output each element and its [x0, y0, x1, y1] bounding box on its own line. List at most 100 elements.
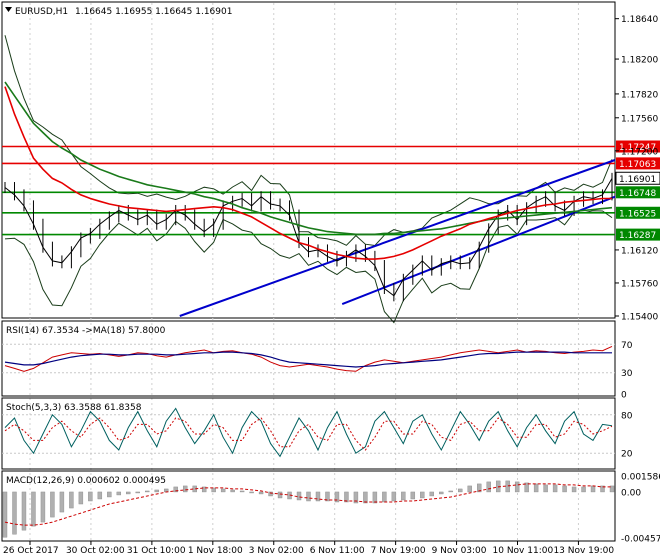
- macd-histogram-bar: [467, 485, 472, 493]
- level-label: 1.16287: [619, 231, 656, 241]
- macd-tick-label: 0.00: [621, 488, 641, 498]
- macd-histogram-bar: [50, 491, 55, 518]
- macd-histogram-bar: [524, 482, 529, 493]
- level-tag: [616, 140, 660, 153]
- rsi-tick-label: 70: [621, 341, 633, 351]
- x-tick-label: 30 Oct 02:00: [66, 546, 125, 556]
- macd-histogram-bar: [439, 491, 444, 495]
- x-tick-label: 6 Nov 11:00: [310, 546, 365, 556]
- stoch-main-line: [4, 407, 613, 458]
- macd-histogram-bar: [97, 491, 103, 500]
- stoch-y-axis: 80 20: [621, 411, 633, 459]
- macd-histogram-bar: [107, 491, 112, 498]
- macd-histogram-bar: [477, 483, 482, 493]
- macd-series: [2, 480, 615, 538]
- rsi-panel: 70 30 0 RSI(14) 67.3534 ->MA(18) 57.8000: [1, 320, 633, 401]
- macd-histogram-bar: [78, 491, 84, 505]
- y-tick-label: 1.15400: [621, 313, 658, 323]
- macd-histogram-bar: [126, 491, 131, 495]
- stoch-series: [2, 407, 615, 458]
- macd-histogram-bar: [353, 491, 359, 504]
- macd-label: MACD(12,26,9) 0.000602 0.000495: [6, 476, 166, 486]
- x-tick-label: 7 Nov 19:00: [371, 546, 426, 556]
- macd-histogram-bar: [249, 491, 254, 494]
- level-label: 1.17247: [619, 143, 656, 153]
- macd-histogram-bar: [201, 486, 207, 493]
- macd-histogram-bar: [230, 489, 235, 493]
- macd-histogram-bar: [12, 491, 17, 535]
- macd-histogram-bar: [609, 485, 615, 493]
- y-tick-label: 1.18640: [621, 15, 658, 25]
- macd-histogram-bar: [410, 491, 416, 500]
- stoch-tick-label: 20: [621, 450, 633, 460]
- macd-histogram-bar: [306, 491, 311, 502]
- macd-histogram-bar: [429, 491, 434, 497]
- macd-histogram-bar: [325, 491, 330, 502]
- macd-histogram-bar: [533, 483, 539, 493]
- x-tick-label: 9 Nov 03:00: [432, 546, 487, 556]
- macd-histogram-bar: [562, 485, 567, 493]
- rsi-label: RSI(14) 67.3534 ->MA(18) 57.8000: [6, 326, 166, 336]
- macd-histogram-bar: [88, 491, 93, 502]
- main-panel: 1.17247 1.17063 1.16748 1.16525 1.16287 1.18…: [1, 1, 660, 540]
- trendline: [341, 195, 616, 306]
- macd-histogram-bar: [514, 481, 520, 493]
- y-tick-label: 1.15760: [621, 279, 658, 289]
- y-tick-label: 1.17820: [621, 90, 658, 100]
- macd-histogram-bar: [552, 484, 558, 493]
- macd-histogram-bar: [382, 491, 387, 503]
- macd-histogram-bar: [268, 491, 273, 497]
- trendline: [179, 159, 616, 317]
- rsi-tick-label: 0: [621, 391, 627, 401]
- x-tick-label: 10 Nov 11:00: [493, 546, 554, 556]
- band-lower: [4, 210, 613, 324]
- stoch-signal-line: [4, 417, 613, 451]
- level-tag: [616, 228, 660, 241]
- current-price-label: 1.16901: [619, 175, 656, 185]
- x-tick-label: 13 Nov 19:00: [553, 546, 614, 556]
- stoch-panel: 80 20 Stoch(5,3,3) 63.3588 61.8358: [1, 397, 633, 470]
- macd-histogram-bar: [220, 488, 226, 493]
- macd-histogram-bar: [69, 491, 74, 509]
- current-price-tag: [615, 171, 660, 185]
- macd-histogram-bar: [486, 481, 491, 493]
- x-tick-label: 3 Nov 02:00: [249, 546, 304, 556]
- time-axis: 26 Oct 2017 30 Oct 02:00 31 Oct 10:00 1 Nov…: [3, 541, 614, 556]
- macd-histogram-bar: [145, 490, 150, 493]
- macd-histogram-bar: [154, 489, 159, 493]
- macd-histogram-bar: [183, 485, 188, 493]
- rsi-series: [2, 343, 615, 374]
- macd-y-axis: 0.001586 0.00 -0.004579: [621, 473, 660, 545]
- price-line: [4, 178, 613, 297]
- level-tag: [616, 186, 660, 199]
- macd-histogram-bar: [372, 491, 378, 504]
- x-tick-label: 1 Nov 18:00: [188, 546, 243, 556]
- macd-histogram-bar: [135, 491, 140, 494]
- collapse-arrow-icon[interactable]: [5, 7, 12, 12]
- y-tick-label: 1.16120: [621, 246, 658, 256]
- macd-histogram-bar: [40, 491, 46, 523]
- main-y-axis: 1.18640 1.18200 1.17820 1.17560 1.17200 1.161…: [615, 15, 660, 323]
- macd-histogram-bar: [277, 491, 283, 499]
- ma-green-line: [4, 81, 613, 236]
- stoch-frame: [1, 397, 616, 470]
- macd-histogram-bar: [401, 491, 406, 501]
- macd-tick-label: 0.001586: [621, 473, 660, 483]
- x-tick-label: 26 Oct 2017: [3, 546, 59, 556]
- macd-histogram-bar: [116, 491, 122, 496]
- x-tick-label: 31 Oct 10:00: [127, 546, 186, 556]
- macd-histogram-bar: [173, 486, 178, 493]
- ma-red-line: [4, 86, 612, 260]
- stoch-tick-label: 80: [621, 411, 633, 421]
- macd-histogram-bar: [600, 485, 605, 493]
- y-tick-label: 1.18200: [621, 56, 658, 66]
- macd-histogram-bar: [59, 491, 65, 513]
- level-label: 1.16525: [619, 209, 656, 219]
- stoch-label: Stoch(5,3,3) 63.3588 61.8358: [6, 403, 142, 413]
- macd-histogram-bar: [420, 491, 425, 499]
- level-label: 1.17063: [619, 160, 656, 170]
- level-label: 1.16748: [619, 189, 656, 199]
- macd-histogram-bar: [581, 486, 586, 493]
- rsi-y-axis: 70 30 0: [621, 341, 633, 401]
